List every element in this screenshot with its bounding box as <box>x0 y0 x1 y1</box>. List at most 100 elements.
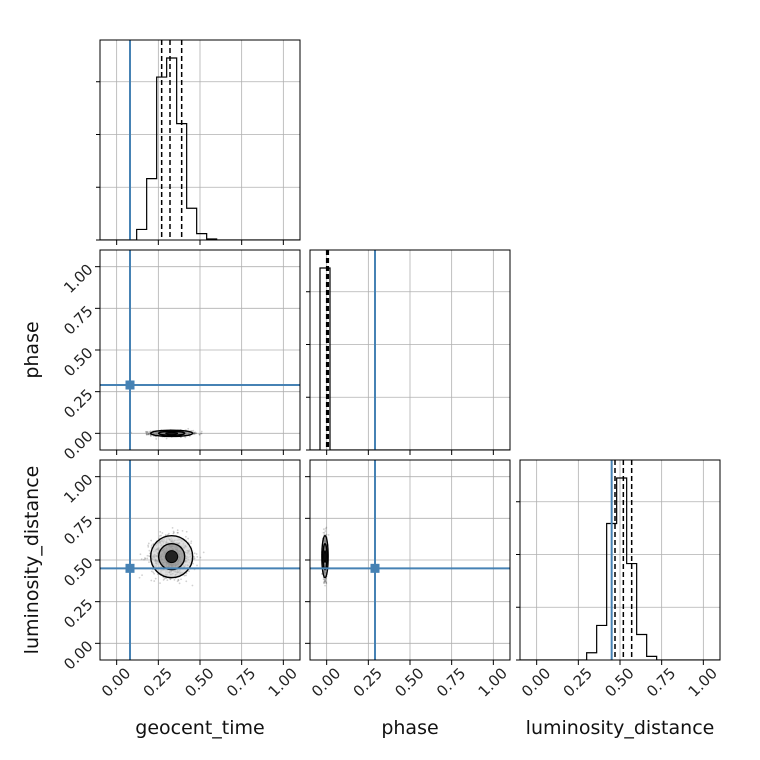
sample-point <box>150 539 153 542</box>
sample-point <box>192 429 195 432</box>
sample-point <box>177 578 180 581</box>
sample-point <box>180 578 182 581</box>
sample-point <box>150 544 153 547</box>
sample-point <box>173 578 176 581</box>
x-axis-label-geocent_time: geocent_time <box>135 717 264 739</box>
sample-point <box>196 564 198 567</box>
sample-point <box>148 555 150 557</box>
y-tick-label-2-1: 0.25 <box>60 595 96 631</box>
sample-point <box>167 532 170 535</box>
sample-point <box>166 579 169 582</box>
x-tick-label-2-2: 0.50 <box>601 664 637 700</box>
sample-point <box>169 578 172 581</box>
sample-point <box>176 531 179 534</box>
sample-point <box>322 581 325 584</box>
sample-point <box>192 558 195 560</box>
y-tick-label-1-0: 0.00 <box>60 427 96 463</box>
sample-point <box>323 581 326 583</box>
sample-point <box>324 527 327 530</box>
panel-2-2: 0.00 0.25 0.50 0.75 1.00 <box>516 459 721 701</box>
sample-point <box>153 572 156 575</box>
y-axis-label-phase: phase <box>21 321 43 378</box>
x-tick-label-0-0: 0.00 <box>98 664 134 700</box>
sample-point <box>163 577 166 580</box>
x-axis-label-phase: phase <box>381 717 438 739</box>
sample-point <box>323 531 326 534</box>
sample-point <box>324 584 326 587</box>
sample-point <box>190 542 192 545</box>
sample-point <box>323 578 326 581</box>
sample-point <box>185 530 188 533</box>
sample-point <box>184 535 187 538</box>
sample-point <box>138 576 141 579</box>
sample-point <box>145 431 148 433</box>
sample-point <box>148 549 151 552</box>
sample-point <box>152 571 155 574</box>
sample-point <box>161 532 164 534</box>
sample-point <box>146 433 149 436</box>
sample-point <box>148 430 151 433</box>
sample-point <box>322 578 325 581</box>
sample-point <box>181 529 184 532</box>
sample-point <box>192 432 195 435</box>
x-tick-label-0-4: 1.00 <box>265 664 301 700</box>
sample-point <box>195 432 198 435</box>
sample-point <box>149 435 152 437</box>
sample-point <box>148 432 150 435</box>
sample-point <box>200 430 203 433</box>
sample-point <box>145 433 148 436</box>
y-tick-label-2-3: 0.75 <box>60 512 96 548</box>
x-tick-label-2-4: 1.00 <box>685 664 721 700</box>
sample-point <box>150 579 153 582</box>
sample-point <box>185 574 187 577</box>
sample-point <box>325 582 328 585</box>
sample-point <box>324 580 326 582</box>
y-tick-label-2-2: 0.50 <box>60 554 96 590</box>
sample-point <box>144 557 147 560</box>
x-tick-label-1-0: 0.00 <box>308 664 344 700</box>
sample-point <box>195 553 198 555</box>
sample-point <box>191 584 194 587</box>
x-tick-label-0-1: 0.25 <box>140 664 176 700</box>
contour-inner-geocent_time-phase <box>165 431 179 435</box>
sample-point <box>188 570 190 573</box>
sample-point <box>183 574 186 577</box>
sample-point <box>198 433 201 436</box>
sample-point <box>193 433 196 436</box>
sample-point <box>193 555 196 558</box>
sample-point <box>187 537 190 540</box>
sample-point <box>153 580 156 582</box>
sample-point <box>145 432 148 435</box>
y-tick-label-1-1: 0.25 <box>60 385 96 421</box>
sample-point <box>141 574 143 576</box>
truth-marker-phase-luminosity_distance <box>370 563 380 573</box>
sample-point <box>172 530 175 533</box>
sample-point <box>148 561 150 564</box>
sample-point <box>323 580 326 583</box>
sample-point <box>322 531 325 534</box>
sample-point <box>324 580 327 583</box>
sample-point <box>145 430 147 433</box>
sample-point <box>172 532 175 535</box>
sample-point <box>194 431 197 434</box>
sample-point <box>160 534 162 537</box>
sample-point <box>154 577 157 580</box>
sample-point <box>176 580 179 583</box>
sample-point <box>178 582 181 585</box>
histogram-geocent_time <box>100 57 300 240</box>
sample-point <box>146 557 149 560</box>
sample-point <box>185 580 188 583</box>
sample-point <box>143 558 145 561</box>
x-tick-label-1-2: 0.50 <box>391 664 427 700</box>
panel-1-0: 0.00 0.25 0.50 0.75 1.00 <box>60 249 301 463</box>
sample-point <box>190 540 193 543</box>
sample-point <box>167 533 169 536</box>
sample-point <box>325 581 328 584</box>
sample-point <box>199 432 202 435</box>
panel-0-0 <box>96 39 301 245</box>
x-tick-label-1-3: 0.75 <box>433 664 469 700</box>
sample-point <box>149 434 152 437</box>
sample-point <box>171 526 174 529</box>
sample-point <box>184 436 187 439</box>
